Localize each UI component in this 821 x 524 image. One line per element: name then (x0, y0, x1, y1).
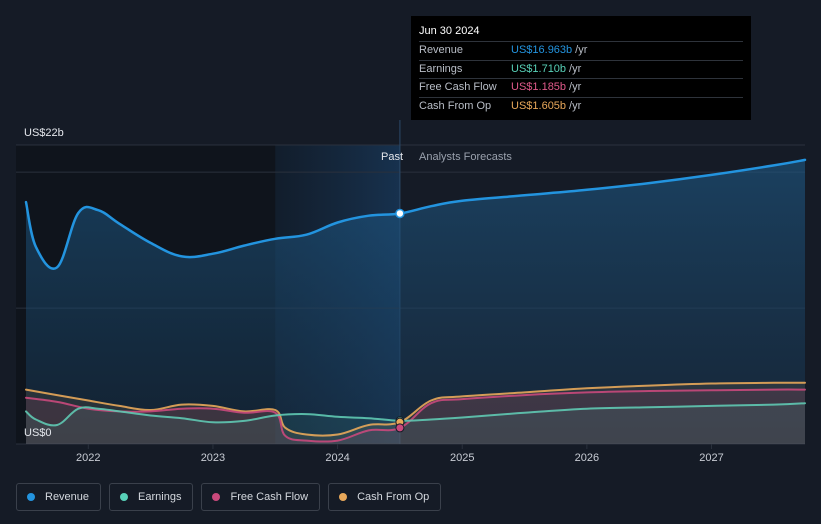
cfo-area (26, 382, 805, 444)
revenue-area (26, 159, 805, 444)
x-tick-label: 2026 (575, 452, 599, 464)
legend-label: Cash From Op (357, 491, 430, 503)
x-tick-label: 2027 (699, 452, 723, 464)
y-axis-top-label: US$22b (24, 127, 64, 139)
y-axis-bottom-label: US$0 (24, 427, 52, 439)
legend-item-free-cash-flow[interactable]: Free Cash Flow (201, 483, 321, 511)
cfo-line (25, 381, 806, 437)
legend-item-revenue[interactable]: Revenue (16, 483, 102, 511)
legend-item-earnings[interactable]: Earnings (109, 483, 194, 511)
revenue-marker (395, 208, 405, 219)
x-tick-label: 2022 (76, 452, 100, 464)
tooltip-unit: /yr (569, 99, 582, 112)
revenue-line (24, 158, 807, 270)
tooltip-unit: /yr (575, 44, 588, 56)
x-tick-label: 2025 (450, 452, 474, 464)
legend-label: Free Cash Flow (230, 491, 309, 503)
tooltip-label: Cash From Op (419, 99, 492, 112)
legend-label: Earnings (138, 491, 182, 503)
tooltip-unit: /yr (569, 62, 582, 75)
tooltip-date: Jun 30 2024 (419, 25, 480, 37)
legend-dot-icon (27, 493, 35, 501)
tooltip-row-cash-from-op: Cash From Op US$1.605b /yr (419, 96, 743, 116)
tooltip-label: Free Cash Flow (419, 81, 497, 93)
past-label: Past (381, 151, 403, 163)
tooltip-value: US$1.185b (511, 81, 567, 93)
x-tick-label: 2023 (201, 452, 225, 464)
tooltip-row-revenue: Revenue US$16.963b /yr (419, 41, 743, 60)
earnings-area (26, 403, 805, 444)
legend-label: Revenue (45, 491, 90, 503)
fcf-marker (395, 423, 405, 433)
fcf-line (25, 388, 806, 443)
tooltip-value: US$1.710b (511, 62, 567, 75)
legend-dot-icon (120, 493, 129, 501)
tooltip-label: Earnings (419, 62, 463, 75)
tooltip: Jun 30 2024 Revenue US$16.963b /yr Earni… (411, 16, 751, 120)
forecast-label: Analysts Forecasts (419, 151, 512, 163)
legend-item-cash-from-op[interactable]: Cash From Op (328, 483, 442, 511)
tooltip-unit: /yr (569, 81, 582, 93)
tooltip-value: US$1.605b (511, 99, 567, 112)
tooltip-label: Revenue (419, 44, 464, 56)
tooltip-value: US$16.963b (511, 44, 573, 56)
tooltip-row-free-cash-flow: Free Cash Flow US$1.185b /yr (419, 78, 743, 97)
x-tick-label: 2024 (325, 452, 349, 464)
legend-dot-icon (339, 493, 348, 501)
legend: Revenue Earnings Free Cash Flow Cash Fro… (16, 483, 442, 511)
earnings-line (25, 402, 806, 427)
legend-dot-icon (212, 493, 221, 501)
tooltip-row-earnings: Earnings US$1.710b /yr (419, 59, 743, 79)
